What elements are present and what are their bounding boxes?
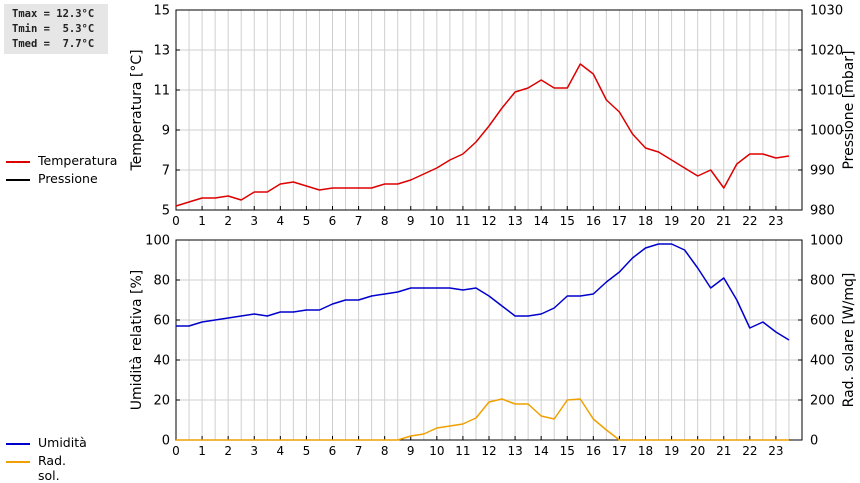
legend-swatch-umidita (6, 443, 30, 445)
bottom-x-tick-label: 8 (381, 444, 389, 458)
top-x-tick-label: 23 (768, 214, 783, 228)
bottom-x-tick-label: 3 (250, 444, 258, 458)
bottom-x-tick-label: 4 (277, 444, 285, 458)
top-x-tick-label: 7 (355, 214, 363, 228)
bottom-y2-tick-label: 0 (810, 434, 818, 449)
top-x-tick-label: 21 (716, 214, 731, 228)
bottom-y-tick-label: 0 (162, 434, 170, 449)
legend-swatch-radsol (6, 461, 30, 463)
bottom-x-tick-label: 14 (534, 444, 549, 458)
legend-swatch-temperatura (6, 161, 30, 163)
bottom-x-tick-label: 15 (560, 444, 575, 458)
top-x-tick-label: 1 (198, 214, 206, 228)
stats-box: Tmax = 12.3°C Tmin = 5.3°C Tmed = 7.7°C (4, 4, 108, 54)
top-y-axis-label: Temperatura [°C] (129, 49, 145, 171)
legend-swatch-pressione (6, 179, 30, 181)
top-x-tick-label: 0 (172, 214, 180, 228)
bottom-series-line-umidit (176, 243, 790, 341)
stat-tmed: Tmed = 7.7°C (12, 38, 95, 50)
bottom-x-tick-label: 7 (355, 444, 363, 458)
top-y2-tick-label: 1020 (810, 44, 843, 59)
bottom-x-tick-label: 12 (481, 444, 496, 458)
top-x-tick-label: 22 (742, 214, 757, 228)
top-y2-tick-label: 1000 (810, 124, 843, 139)
top-y-tick-label: 5 (162, 204, 170, 219)
charts-canvas: 0 1 2 3 4 5 6 7 8 9 10 11 12 13 14 15 16 17 18 19 20 21 22 2357… (129, 4, 857, 459)
bottom-y2-tick-label: 800 (810, 274, 835, 289)
top-y2-axis-label: Pressione [mbar] (841, 50, 857, 169)
top-x-tick-label: 13 (507, 214, 522, 228)
bottom-x-tick-label: 19 (664, 444, 679, 458)
stat-tmax: Tmax = 12.3°C (12, 8, 95, 20)
legend-label-umidita: Umidità (38, 435, 87, 450)
bottom-y-tick-label: 80 (153, 274, 170, 289)
top-x-tick-label: 14 (534, 214, 549, 228)
bottom-y-tick-label: 40 (153, 354, 170, 369)
bottom-x-tick-label: 16 (586, 444, 601, 458)
top-x-tick-label: 9 (407, 214, 415, 228)
bottom-x-tick-label: 20 (690, 444, 705, 458)
top-x-tick-label: 17 (612, 214, 627, 228)
legend-label-pressione: Pressione (38, 171, 98, 186)
legend-label-temperatura: Temperatura (38, 153, 118, 168)
top-y2-tick-label: 1010 (810, 84, 843, 99)
top-x-tick-label: 10 (429, 214, 444, 228)
top-series-line-temperatura (175, 63, 790, 207)
top-x-tick-label: 3 (250, 214, 258, 228)
bottom-x-tick-label: 5 (303, 444, 311, 458)
bottom-y2-axis-label: Rad. solare [W/mq] (841, 273, 857, 408)
bottom-x-tick-label: 0 (172, 444, 180, 458)
bottom-x-tick-label: 1 (198, 444, 206, 458)
bottom-x-tick-label: 10 (429, 444, 444, 458)
bottom-x-tick-label: 22 (742, 444, 757, 458)
bottom-y2-tick-label: 200 (810, 394, 835, 409)
top-y2-tick-label: 980 (810, 204, 835, 219)
bottom-x-tick-label: 6 (329, 444, 337, 458)
bottom-x-tick-label: 17 (612, 444, 627, 458)
top-x-tick-label: 20 (690, 214, 705, 228)
top-y-tick-label: 9 (162, 124, 170, 139)
bottom-y2-tick-label: 600 (810, 314, 835, 329)
top-x-tick-label: 2 (224, 214, 232, 228)
top-x-tick-label: 12 (481, 214, 496, 228)
stat-tmin: Tmin = 5.3°C (12, 23, 95, 35)
top-x-tick-label: 16 (586, 214, 601, 228)
bottom-x-tick-label: 23 (768, 444, 783, 458)
top-y-tick-label: 15 (153, 4, 170, 19)
top-x-tick-label: 18 (638, 214, 653, 228)
top-x-tick-label: 8 (381, 214, 389, 228)
top-x-tick-label: 5 (303, 214, 311, 228)
bottom-y-tick-label: 20 (153, 394, 170, 409)
top-y-tick-label: 7 (162, 164, 170, 179)
top-x-tick-label: 4 (277, 214, 285, 228)
top-y2-tick-label: 990 (810, 164, 835, 179)
top-y-tick-label: 11 (153, 84, 170, 99)
bottom-y2-tick-label: 1000 (810, 234, 843, 249)
bottom-x-tick-label: 18 (638, 444, 653, 458)
bottom-x-tick-label: 13 (507, 444, 522, 458)
top-x-tick-label: 11 (455, 214, 470, 228)
bottom-x-tick-label: 21 (716, 444, 731, 458)
bottom-x-tick-label: 11 (455, 444, 470, 458)
bottom-y-tick-label: 100 (145, 234, 170, 249)
top-x-tick-label: 6 (329, 214, 337, 228)
bottom-x-tick-label: 9 (407, 444, 415, 458)
bottom-x-tick-label: 2 (224, 444, 232, 458)
top-x-tick-label: 15 (560, 214, 575, 228)
bottom-y-axis-label: Umidità relativa [%] (129, 270, 145, 411)
top-y2-tick-label: 1030 (810, 4, 843, 19)
bottom-series-line-rad-sol (176, 398, 789, 441)
bottom-y2-tick-label: 400 (810, 354, 835, 369)
top-y-tick-label: 13 (153, 44, 170, 59)
bottom-y-tick-label: 60 (153, 314, 170, 329)
top-x-tick-label: 19 (664, 214, 679, 228)
